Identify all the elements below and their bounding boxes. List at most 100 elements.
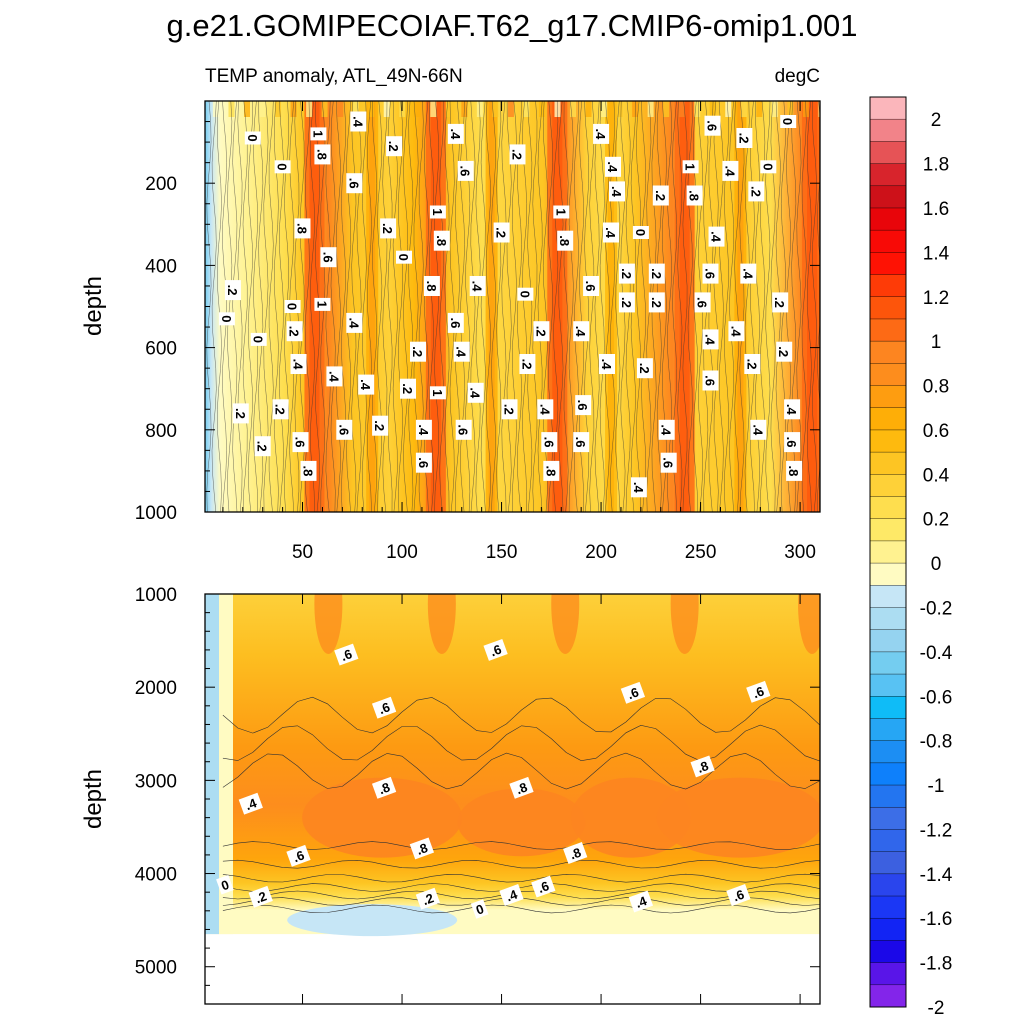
- contour-label-text: .2: [744, 359, 759, 370]
- contour-label: .8: [543, 460, 560, 481]
- contour-label: 0: [760, 160, 777, 174]
- contour-label-box: [519, 354, 536, 374]
- contour-label-text: .6: [703, 268, 718, 279]
- contour-line: [408, 101, 414, 512]
- surface-patch: [740, 101, 747, 117]
- colorbar-label: 0.2: [923, 510, 949, 531]
- surface-patch: [678, 101, 685, 117]
- colorbar-swatch: [870, 585, 906, 608]
- contour-label: .6: [694, 292, 711, 313]
- contour-label: .2: [533, 321, 550, 342]
- contour-label-text: .2: [410, 346, 425, 357]
- contour-label-box: [772, 292, 789, 313]
- contour-line: [330, 101, 336, 512]
- contour-label: .4: [784, 399, 801, 420]
- contour-label: .2: [652, 185, 669, 206]
- contour-label: .2: [772, 292, 789, 313]
- contour-line: [237, 101, 243, 512]
- contour-line: [351, 101, 357, 512]
- contour-label: .4: [702, 329, 719, 350]
- contour-label-box: [648, 263, 665, 284]
- warm-column-core: [488, 101, 495, 512]
- colorbar-label: -0.2: [920, 598, 953, 619]
- contour-label: .8: [294, 218, 311, 239]
- contour-line: [222, 841, 820, 850]
- contour-label-box: [748, 181, 765, 202]
- contour-line: [434, 101, 439, 512]
- contour-label: .6: [531, 875, 556, 898]
- contour-label-box: [371, 776, 397, 799]
- contour-label: .2: [272, 399, 289, 420]
- contour-label-text: .6: [456, 424, 471, 435]
- contour-label-box: [320, 247, 337, 268]
- colorbar-swatch: [870, 474, 906, 497]
- contour-line: [222, 752, 820, 790]
- contour-label-box: [346, 173, 363, 194]
- y-tick-label: 400: [145, 256, 177, 277]
- colorbar-swatch: [870, 718, 906, 741]
- contour-label-box: [786, 460, 803, 481]
- contour-label-text: .4: [722, 165, 737, 177]
- contour-label-text: .2: [253, 888, 268, 906]
- y-tick-label: 1000: [135, 503, 177, 524]
- surface-patch: [352, 101, 359, 117]
- contour-label: .2: [493, 222, 510, 243]
- contour-label: .2: [380, 218, 397, 239]
- contour-label: .8: [557, 230, 574, 251]
- contour-label-text: .4: [709, 231, 724, 243]
- colorbar-swatch: [870, 207, 906, 231]
- contour-label: 0: [218, 312, 235, 326]
- bottom-axes: 1000 2000 3000 4000 5000: [135, 585, 820, 1004]
- contour-line: [563, 101, 569, 512]
- top-contour-lines: [206, 101, 820, 512]
- contour-label-box: [636, 358, 653, 379]
- contour-label: .2: [501, 399, 518, 420]
- contour-line: [222, 724, 820, 762]
- surface-patch: [476, 101, 483, 117]
- contour-label-box: [517, 287, 534, 301]
- contour-label-box: [286, 321, 303, 342]
- contour-label-text: .2: [619, 297, 634, 308]
- contour-label-text: .2: [225, 285, 240, 296]
- contour-label-text: .8: [377, 779, 392, 797]
- contour-label-box: [603, 222, 619, 243]
- contour-line: [485, 101, 491, 512]
- contour-label: .6: [746, 680, 771, 703]
- contour-label-box: [702, 263, 719, 284]
- colorbar-swatch: [870, 429, 906, 453]
- contour-label: .2: [748, 181, 765, 202]
- neutral-strip: [219, 594, 233, 935]
- contour-label: .4: [499, 884, 524, 906]
- contour-label: .8: [690, 755, 715, 778]
- contour-label: .2: [415, 887, 441, 910]
- chart-title: g.e21.GOMIPECOIAF.T62_g17.CMIP6-omip1.00…: [167, 8, 858, 43]
- contour-label-text: .2: [380, 223, 395, 234]
- contour-label-text: .4: [454, 346, 469, 358]
- contour-label-box: [776, 341, 793, 362]
- contour-label-text: .6: [416, 457, 431, 468]
- surface-plume: [314, 594, 343, 654]
- contour-label-text: .4: [346, 317, 361, 329]
- contour-label-box: [533, 321, 550, 342]
- contour-label: .6: [573, 432, 590, 453]
- contour-label-text: .4: [659, 424, 674, 436]
- contour-label-text: .4: [603, 227, 618, 239]
- surface-patch: [523, 101, 530, 117]
- contour-label-text: .6: [575, 400, 590, 411]
- contour-label-text: .2: [502, 404, 517, 415]
- contour-label-text: .4: [593, 128, 608, 140]
- contour-line: [232, 101, 238, 512]
- warm-column-core: [807, 101, 818, 512]
- y-tick-label: 800: [145, 421, 177, 442]
- colorbar-swatch: [870, 518, 906, 542]
- contour-label: .4: [346, 312, 363, 333]
- contour-label: .4: [630, 477, 647, 498]
- contour-label-text: .6: [293, 437, 308, 448]
- contour-label-text: .6: [339, 646, 354, 664]
- contour-label-text: .6: [377, 699, 392, 717]
- colorbar-label: -1.6: [920, 909, 953, 930]
- contour-label-text: .6: [346, 178, 361, 189]
- contour-label-text: .8: [557, 235, 572, 246]
- contour-label-box: [726, 884, 751, 906]
